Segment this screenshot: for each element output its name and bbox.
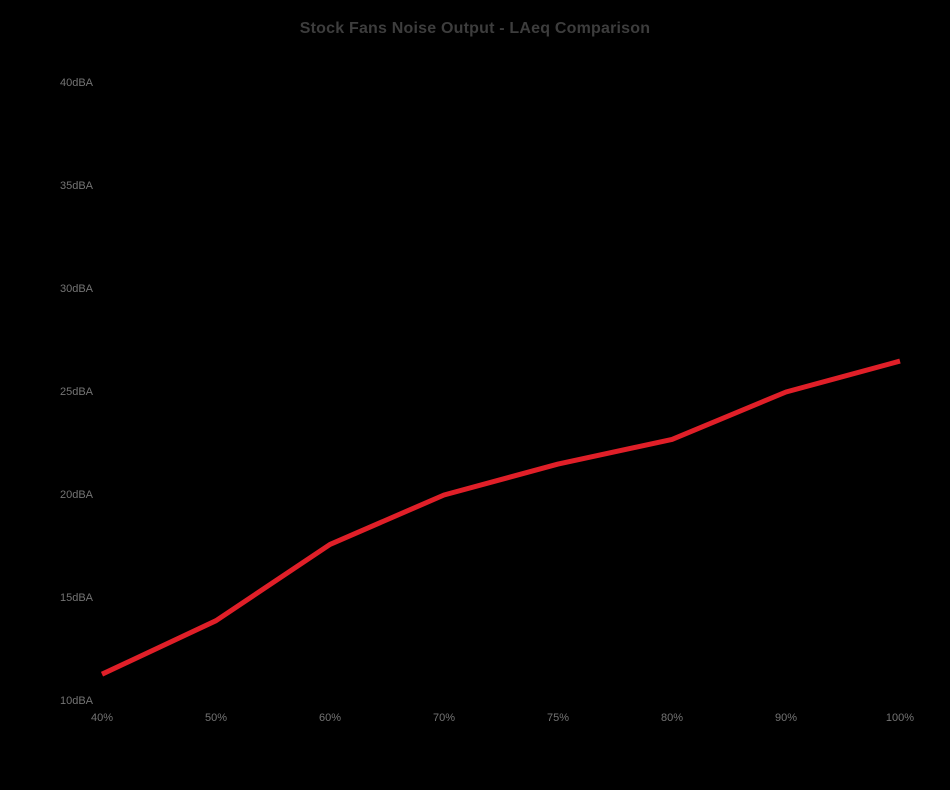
chart-title: Stock Fans Noise Output - LAeq Compariso… [299,20,651,37]
noise-level-line [100,358,901,677]
y-tick-label: 25dBA [59,386,93,398]
x-tick-label: 90% [774,712,798,724]
y-tick-label: 35dBA [59,180,93,192]
x-tick-label: 80% [660,712,684,724]
y-tick-label: 10dBA [59,695,93,707]
y-tick-label: 15dBA [59,592,93,604]
y-tick-label: 30dBA [59,283,93,295]
x-tick-label: 75% [546,712,570,724]
x-tick-label: 40% [90,712,114,724]
y-tick-label: 20dBA [59,489,93,501]
y-tick-label: 40dBA [59,77,93,89]
x-tick-label: 50% [204,712,228,724]
x-tick-label: 100% [885,712,915,724]
x-tick-label: 70% [432,712,456,724]
x-tick-label: 60% [318,712,342,724]
